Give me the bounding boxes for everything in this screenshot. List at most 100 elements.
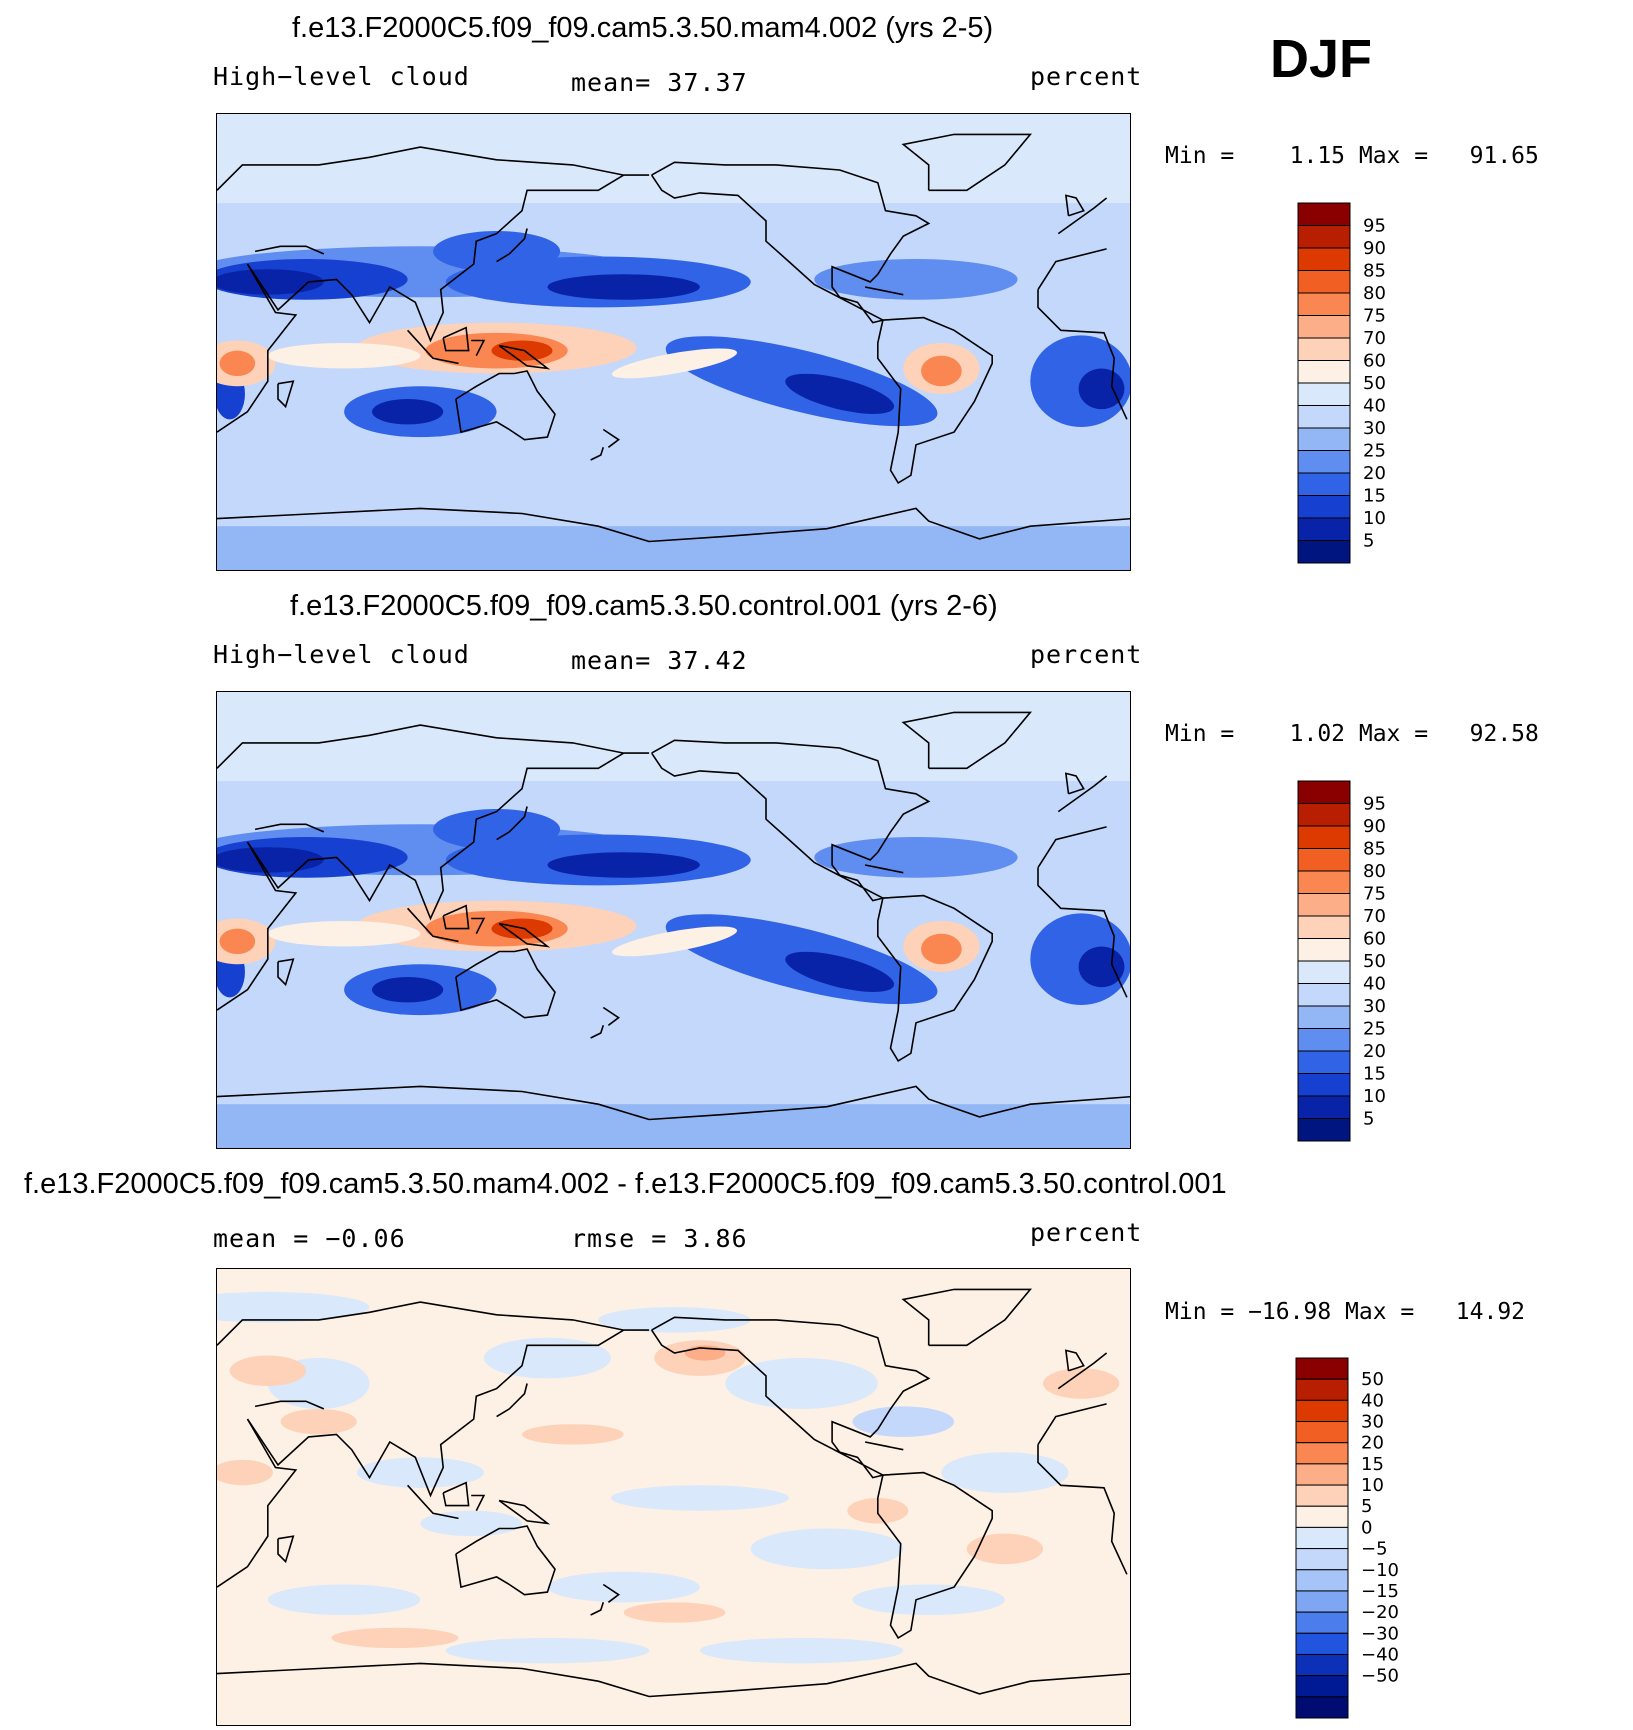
coastline <box>901 711 1033 770</box>
contour-region <box>267 921 421 947</box>
panel-2-map <box>216 691 1131 1149</box>
contour-region <box>921 933 962 965</box>
season-label: DJF <box>1270 29 1373 89</box>
coastline <box>1037 867 1128 998</box>
contour-region <box>217 692 1130 782</box>
panel-1-colorbar: 95 90 85 80 75 70 60 50 40 30 25 20 15 10 5 <box>1297 202 1437 564</box>
coastline <box>1064 194 1085 217</box>
panel-1-mean-label: mean= 37.37 <box>571 68 748 97</box>
coastline <box>277 1535 295 1564</box>
colorbar-swatch <box>1295 1590 1349 1613</box>
colorbar-swatch <box>1295 1569 1349 1592</box>
coastline <box>217 1301 650 1346</box>
coastline <box>442 1481 470 1507</box>
panel-2-units-label: percent <box>1030 640 1143 669</box>
colorbar-tick-label: 20 <box>1363 463 1386 484</box>
colorbar-tick-label: 30 <box>1363 418 1386 439</box>
colorbar-tick-label: 40 <box>1363 974 1386 995</box>
colorbar-swatch <box>1295 1611 1349 1634</box>
coastline <box>442 904 470 930</box>
coastline <box>217 507 1130 543</box>
contour-region <box>483 1337 611 1379</box>
colorbar-tick-label: −20 <box>1361 1602 1399 1623</box>
coastline <box>1037 289 1128 420</box>
coastline <box>217 1662 1130 1698</box>
coastline <box>277 958 295 987</box>
filled-contours <box>217 1269 1130 1725</box>
panel-2-variable-label: High−level cloud <box>213 640 470 669</box>
colorbar-swatch <box>1295 1548 1349 1571</box>
coastline <box>650 1316 931 1479</box>
colorbar-swatch <box>1295 1421 1349 1444</box>
colorbar-tick-label: 20 <box>1361 1433 1384 1454</box>
colorbar-tick-label: 25 <box>1363 1019 1386 1040</box>
colorbar-swatch <box>1297 382 1351 406</box>
colorbar-swatch <box>1297 202 1351 226</box>
colorbar-tick-label: 15 <box>1361 1454 1384 1475</box>
colorbar-tick-label: 5 <box>1361 1496 1372 1517</box>
colorbar-tick-label: 60 <box>1363 351 1386 372</box>
contour-region <box>217 1104 1130 1148</box>
coastlines <box>217 711 1130 1121</box>
panel-3-mean-label: mean = −0.06 <box>213 1224 406 1253</box>
colorbar-swatch <box>1297 1028 1351 1052</box>
colorbar-tick-label: 50 <box>1363 951 1386 972</box>
coastline <box>496 806 528 841</box>
colorbar-swatch <box>1297 427 1351 451</box>
coastline <box>590 1025 605 1039</box>
colorbar-swatch <box>1297 450 1351 474</box>
coastline <box>471 339 486 357</box>
contour-region <box>966 1533 1044 1565</box>
colorbar-swatch <box>1295 1675 1349 1698</box>
coastline <box>602 1006 620 1026</box>
coastline <box>901 133 1033 192</box>
colorbar-swatch <box>1297 225 1351 249</box>
colorbar-swatch <box>1297 1073 1351 1097</box>
coastlines <box>217 133 1130 543</box>
contour-region <box>1078 946 1125 988</box>
contour-region <box>611 926 738 957</box>
coastline <box>254 823 325 833</box>
contour-region <box>217 269 324 295</box>
colorbar-swatch <box>1297 495 1351 519</box>
contour-region <box>598 1307 751 1333</box>
panel-2-title: f.e13.F2000C5.f09_f09.cam5.3.50.control.… <box>290 590 998 622</box>
colorbar-tick-label: 0 <box>1361 1517 1372 1538</box>
contour-region <box>229 1355 306 1387</box>
coastline <box>602 1583 620 1603</box>
colorbar-swatch <box>1295 1526 1349 1550</box>
colorbar-swatch <box>1295 1505 1349 1528</box>
colorbar-swatch <box>1297 1118 1351 1142</box>
colorbar-swatch <box>1297 247 1351 271</box>
contour-region <box>699 1637 904 1664</box>
colorbar-tick-label: −30 <box>1361 1623 1399 1644</box>
contour-region <box>219 350 256 377</box>
coastline <box>650 739 931 902</box>
colorbar-swatch <box>1297 360 1351 384</box>
contour-region <box>445 1637 650 1664</box>
colorbar-tick-label: 30 <box>1363 996 1386 1017</box>
coastline <box>1064 1349 1085 1372</box>
contour-region <box>217 114 1130 204</box>
colorbar-tick-label: −5 <box>1361 1539 1388 1560</box>
coastline <box>442 326 470 352</box>
coastline <box>864 286 904 296</box>
contour-region <box>217 470 1130 527</box>
panel-3-minmax: Min = −16.98 Max = 14.92 <box>1165 1299 1526 1325</box>
colorbar-swatch <box>1297 893 1351 917</box>
colorbar-tick-label: 60 <box>1363 929 1386 950</box>
colorbar-swatch <box>1297 915 1351 939</box>
coastline <box>590 1602 605 1616</box>
contour-region <box>217 526 1130 570</box>
colorbar-swatch <box>1295 1378 1349 1401</box>
contour-region <box>331 1627 459 1649</box>
coastline <box>455 370 556 441</box>
coastline <box>246 1329 625 1498</box>
colorbar-swatch <box>1297 472 1351 496</box>
colorbar-swatch <box>1295 1632 1349 1655</box>
colorbar-swatch <box>1297 517 1351 541</box>
contour-region <box>623 1602 726 1623</box>
colorbar-tick-label: 80 <box>1363 283 1386 304</box>
filled-contours <box>217 114 1130 570</box>
colorbar-swatch <box>1297 315 1351 339</box>
